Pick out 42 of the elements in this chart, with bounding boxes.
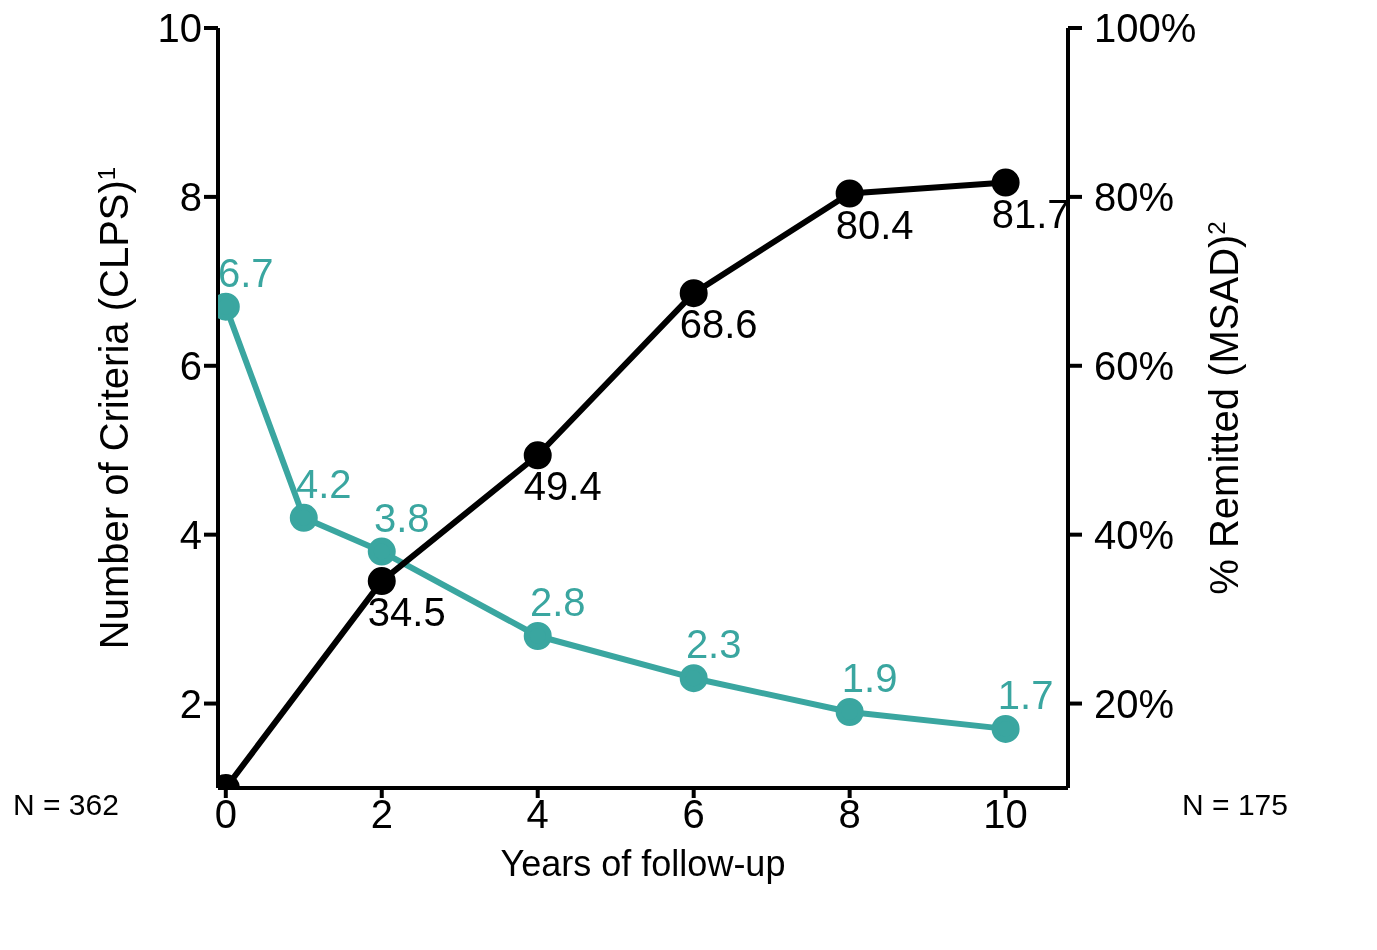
y2-tick-label: 40% [1094,512,1175,557]
point [523,622,552,650]
point [679,664,708,693]
data-label: 2.3 [685,622,742,667]
y-tick-label: 6 [179,343,202,388]
y2-tick-label: 20% [1094,681,1175,726]
y-tick-label: 10 [157,6,202,51]
point [835,698,864,726]
data-label: 4.2 [295,461,352,506]
y2-tick-label: 80% [1094,175,1175,220]
point [289,503,318,532]
data-label: 68.6 [679,302,758,347]
point [679,279,708,308]
data-label: 3.8 [373,495,430,540]
data-label: 34.5 [367,590,446,635]
x-tick-label: 2 [370,792,393,837]
data-label: 81.7 [991,191,1070,236]
point [991,168,1020,197]
y-tick-label: 4 [179,512,202,557]
data-label: 6.7 [217,250,274,295]
y-tick-label: 8 [179,175,202,220]
text: N = 362 [13,788,119,822]
point [835,179,864,208]
x-tick-label: 10 [983,792,1028,837]
data-label: 49.4 [523,464,602,509]
y-tick-label: 2 [179,681,202,726]
data-label: 80.4 [835,202,914,247]
x-tick-label: 8 [838,792,861,837]
y2-tick-label: 100% [1094,6,1197,51]
x-tick-label: 4 [526,792,549,837]
data-label: 1.9 [841,656,898,700]
point [991,714,1020,743]
point [367,537,396,566]
point [523,441,552,470]
x-axis-title: Years of follow-up [500,843,786,884]
y2-tick-label: 60% [1094,343,1175,388]
point [367,567,396,596]
x-tick-label: 6 [682,792,705,837]
data-label: 1.7 [997,672,1054,717]
data-label: 2.8 [529,580,586,624]
x-tick-label: 0 [214,792,237,837]
text: N = 175 [1182,788,1288,822]
